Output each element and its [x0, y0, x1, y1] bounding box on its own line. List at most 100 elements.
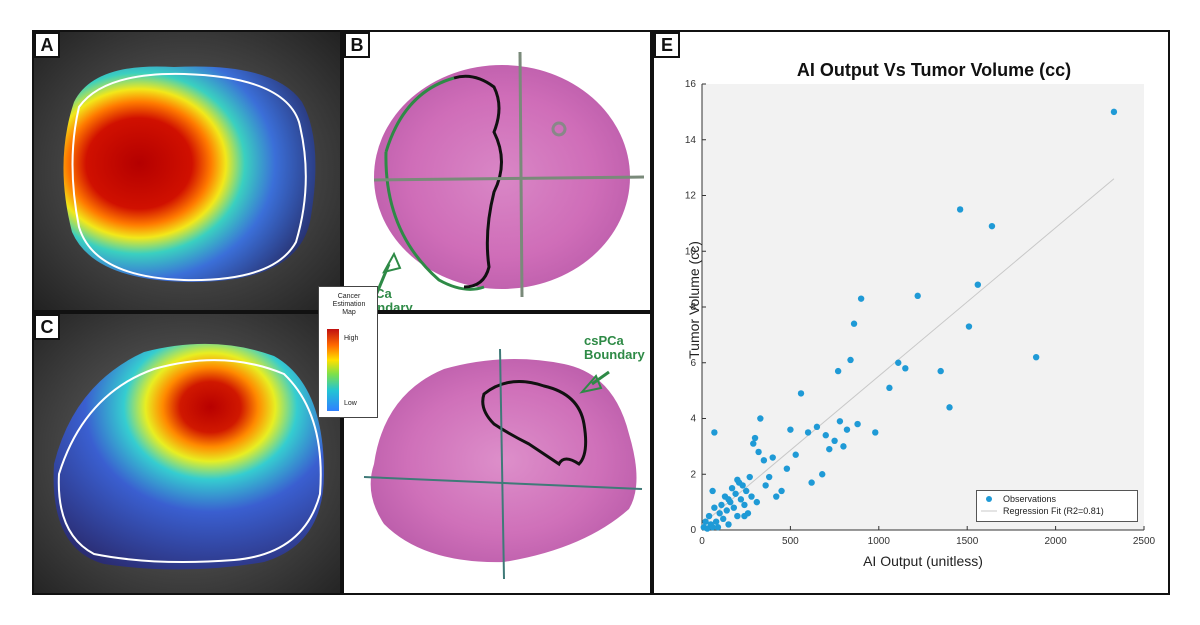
observation-point [797, 390, 805, 397]
colorbar-gradient [327, 329, 339, 411]
panel-b-annotation-line2: Boundary [352, 300, 413, 311]
observation-point [813, 423, 821, 431]
panel-d-histology [363, 348, 643, 580]
observation-point [709, 487, 716, 495]
colorbar-title-line3: Map [342, 309, 356, 316]
observation-point [836, 418, 844, 425]
observation-point [746, 473, 753, 481]
observation-point [732, 490, 739, 497]
cancer-estimation-colorbar: Cancer Estimation Map High Low [318, 286, 378, 418]
observation-point [850, 320, 858, 327]
legend-observations-label: Observations [1003, 494, 1057, 504]
observation-point [937, 367, 944, 375]
x-tick-label: 0 [699, 536, 705, 547]
y-tick-label: 12 [685, 191, 697, 202]
observation-point [840, 443, 847, 450]
observation-point [705, 512, 713, 520]
observation-point [946, 404, 953, 411]
observation-point [773, 493, 780, 500]
y-tick-label: 2 [690, 469, 696, 480]
observation-point [765, 473, 773, 481]
y-tick-label: 10 [685, 246, 697, 257]
chart-axes: 0 500 1000 1500 2000 2500 0 2 4 6 8 10 12 14 16 [685, 79, 1156, 547]
observation-point [748, 493, 755, 500]
y-axis-label: Tumor Volume (cc) [686, 241, 702, 359]
panel-b-label: B [344, 32, 370, 58]
observation-point [834, 367, 842, 375]
observation-point [826, 445, 833, 453]
observation-point [751, 434, 759, 442]
chart-title: AI Output Vs Tumor Volume (cc) [796, 60, 1072, 80]
observation-point [702, 518, 709, 525]
y-tick-label: 4 [690, 414, 696, 425]
panel-d-annotation: csPCa Boundary [584, 334, 645, 362]
observation-point [725, 496, 732, 503]
observation-point [739, 482, 746, 489]
observation-point [914, 292, 921, 300]
observation-point [741, 501, 748, 509]
observation-point [769, 454, 776, 461]
observation-point [988, 222, 996, 230]
panel-b-histology [372, 51, 645, 301]
colorbar-title-line1: Cancer [337, 293, 361, 300]
observation-point [895, 359, 902, 366]
observation-point [734, 476, 741, 484]
chart-marks [700, 108, 1118, 532]
observation-point [783, 465, 791, 472]
y-tick-label: 0 [690, 525, 696, 536]
observation-point [778, 487, 785, 495]
panel-d-annotation-line2: Boundary [584, 347, 645, 362]
panel-a-heatmap [34, 32, 340, 310]
colorbar-low-label: Low [344, 400, 357, 407]
observation-point [857, 295, 865, 302]
observation-point [1110, 108, 1118, 116]
observation-point [725, 521, 732, 528]
observation-point [720, 515, 727, 523]
observation-point [843, 426, 851, 433]
observation-point [750, 440, 757, 447]
observation-point [755, 448, 762, 456]
observation-point [822, 432, 829, 439]
observation-point [760, 457, 768, 464]
observation-point [704, 525, 711, 532]
panel-e: E AI Output Vs Tumor Volume (cc) 0 500 100… [654, 32, 1168, 593]
observation-point [714, 524, 722, 531]
observation-point [762, 482, 769, 489]
panel-b: B csPCa Boundary [344, 32, 650, 310]
observation-point [808, 479, 815, 486]
x-tick-label: 1000 [868, 536, 891, 547]
legend-observations-marker [986, 496, 992, 502]
x-tick-label: 1500 [956, 536, 979, 547]
regression-fit-line [701, 178, 1115, 525]
observation-point [804, 429, 812, 436]
panel-c-heatmap [34, 314, 340, 593]
observation-point [819, 471, 826, 478]
colorbar-title-line2: Estimation [332, 301, 366, 308]
observation-point [847, 356, 854, 364]
observation-point [743, 487, 750, 495]
observation-point [716, 510, 723, 517]
observation-point [792, 451, 799, 458]
panel-e-label: E [654, 32, 680, 58]
y-tick-label: 14 [685, 135, 697, 146]
panel-d: D csPCa Boundary [344, 314, 650, 593]
x-tick-label: 500 [782, 536, 799, 547]
panel-a: A [34, 32, 340, 310]
observation-point [718, 501, 725, 509]
panel-c: C [34, 314, 340, 593]
x-axis-label: AI Output (unitless) [863, 553, 983, 569]
observation-point [712, 518, 720, 525]
panel-c-label: C [34, 314, 60, 340]
observation-point [711, 429, 718, 436]
observation-point [753, 498, 761, 506]
panel-d-annotation-line1: csPCa [584, 333, 624, 348]
scatter-chart: 0 500 1000 1500 2000 2500 0 2 4 6 8 10 12 14 16 [685, 79, 1156, 547]
observation-point [886, 384, 893, 392]
observation-point [787, 426, 794, 433]
panel-a-label: A [34, 32, 60, 58]
observation-point [730, 504, 738, 511]
observation-point [734, 512, 741, 520]
legend-fit-label: Regression Fit (R2=0.81) [1003, 506, 1104, 516]
observation-point [709, 524, 716, 531]
observation-point [737, 496, 745, 503]
